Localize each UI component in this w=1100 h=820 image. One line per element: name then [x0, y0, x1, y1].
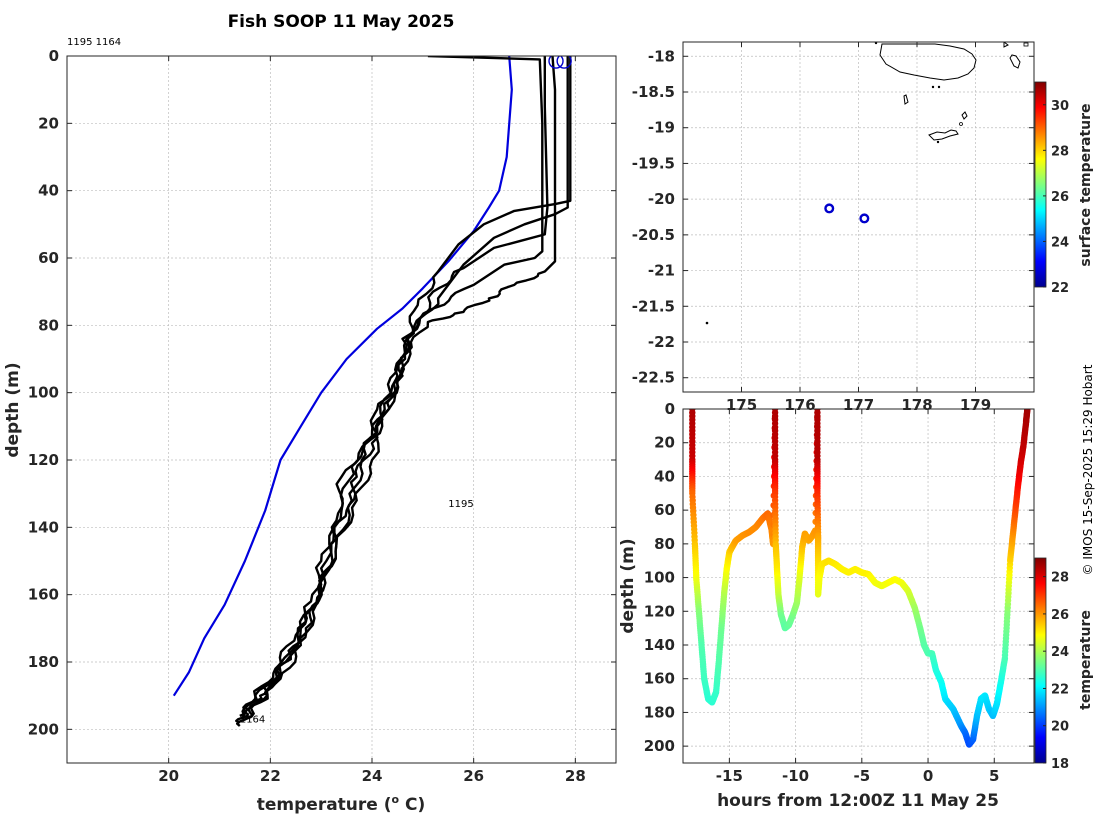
profile-id-label-0: 1195	[448, 499, 473, 510]
profile-xlabel: temperature (o C)	[257, 793, 426, 815]
section-axes-frame	[682, 408, 1035, 764]
map-ytick-label: -20	[648, 190, 675, 208]
profile-ytick-label: 20	[38, 114, 59, 132]
profile-line-climatology	[172, 56, 513, 697]
map-ytick-label: -18	[648, 47, 675, 65]
profile-line-profile-b	[244, 56, 572, 721]
section-panel: -15 -10 -5 0 5 0 20 40 60 80 100 120 140 160 180 200 ho…	[618, 400, 1035, 811]
section-colorbar-tick-label: 18	[1051, 757, 1069, 772]
section-xtick-label: 5	[989, 767, 999, 785]
profile-panel: 1195 1164 20 22 24 26 28 0 20 40 60 80 100 120 140 160…	[3, 12, 617, 815]
map-ytick-label: -21	[648, 262, 675, 280]
map-colorbar: 22 24 26 28 30 surface temperature	[1034, 81, 1094, 296]
profile-ytick-label: 160	[28, 586, 59, 604]
section-colorbar-tick-label: 24	[1051, 645, 1069, 660]
profile-xtick-label: 20	[158, 767, 179, 785]
imos-credit: © IMOS 15-Sep-2025 15:29 Hobart	[1081, 364, 1095, 575]
map-xtick-label: 175	[726, 396, 757, 414]
profile-ytick-label: 100	[28, 384, 59, 402]
profile-xtick-label: 28	[565, 767, 586, 785]
coastline	[705, 42, 1029, 325]
section-ylabel: depth (m)	[618, 538, 638, 633]
section-ytick-label: 120	[644, 602, 675, 620]
profile-line-profile-e	[241, 56, 549, 720]
section-xtick-label: -10	[782, 767, 809, 785]
map-ytick-label: -18.5	[632, 83, 675, 101]
map-ytick-label: -19	[648, 119, 675, 137]
section-ytick-label: 60	[654, 501, 675, 519]
profile-title: Fish SOOP 11 May 2025	[228, 12, 455, 32]
profile-xtick-label: 24	[362, 767, 383, 785]
map-ytick-label: -21.5	[632, 297, 675, 315]
surface-marker-0	[548, 56, 564, 69]
map-colorbar-tick-label: 30	[1051, 99, 1069, 114]
profile-ytick-label: 80	[38, 316, 59, 334]
map-xtick-label: 177	[843, 396, 874, 414]
section-ytick-label: 160	[644, 670, 675, 688]
profile-ytick-label: 200	[28, 720, 59, 738]
map-ytick-label: -20.5	[632, 226, 675, 244]
map-colorbar-label: surface temperature	[1078, 103, 1094, 266]
map-colorbar-gradient	[1034, 81, 1047, 288]
profile-ytick-label: 60	[38, 249, 59, 267]
section-sample-point	[1024, 409, 1031, 413]
profile-ytick-label: 0	[49, 47, 59, 65]
section-ytick-label: 200	[644, 737, 675, 755]
section-xtick-label: 0	[923, 767, 933, 785]
profile-xtick-label: 22	[260, 767, 281, 785]
map-ytick-label: -22	[648, 333, 675, 351]
section-colorbar-tick-label: 22	[1051, 682, 1069, 697]
section-ytick-label: 40	[654, 467, 675, 485]
map-location-point-0	[824, 203, 835, 214]
section-colorbar-gradient	[1034, 557, 1047, 764]
section-colorbar: 18 20 22 24 26 28 temperature	[1034, 557, 1094, 772]
section-xtick-label: -15	[716, 767, 743, 785]
section-xlabel: hours from 12:00Z 11 May 25	[717, 791, 999, 811]
surface-marker-1	[556, 56, 572, 69]
section-ytick-label: 20	[654, 434, 675, 452]
profile-corner-label: 1195 1164	[67, 37, 121, 48]
profile-ytick-label: 140	[28, 518, 59, 536]
section-colorbar-tick-label: 20	[1051, 720, 1069, 735]
section-ytick-label: 0	[665, 400, 675, 418]
map-ytick-label: -19.5	[632, 154, 675, 172]
section-colorbar-tick-label: 26	[1051, 608, 1069, 623]
profile-ytick-label: 180	[28, 653, 59, 671]
map-colorbar-tick-label: 26	[1051, 190, 1069, 205]
map-xtick-label: 179	[960, 396, 991, 414]
map-colorbar-tick-label: 22	[1051, 281, 1069, 296]
profile-ylabel: depth (m)	[3, 362, 23, 457]
profile-ytick-label: 120	[28, 451, 59, 469]
map-colorbar-tick-label: 24	[1051, 235, 1069, 250]
section-ytick-label: 80	[654, 535, 675, 553]
profile-ytick-label: 40	[38, 182, 59, 200]
section-colorbar-tick-label: 28	[1051, 571, 1069, 586]
map-colorbar-tick-label: 28	[1051, 144, 1069, 159]
profile-axes-frame	[66, 55, 617, 764]
profile-line-profile-c	[239, 56, 569, 717]
map-ytick-label: -22.5	[632, 369, 675, 387]
section-ytick-label: 100	[644, 569, 675, 587]
map-xtick-label: 176	[784, 396, 815, 414]
profile-id-label-1: 1164	[240, 715, 265, 726]
profile-xtick-label: 26	[463, 767, 484, 785]
section-colorbar-label: temperature	[1078, 610, 1094, 710]
section-ytick-label: 140	[644, 636, 675, 654]
map-panel: 175 176 177 178 179-18-18.5-19-19.5-20-20.5-…	[632, 41, 1035, 414]
section-ytick-label: 180	[644, 703, 675, 721]
map-location-point-1	[859, 213, 870, 224]
section-xtick-label: -5	[853, 767, 870, 785]
